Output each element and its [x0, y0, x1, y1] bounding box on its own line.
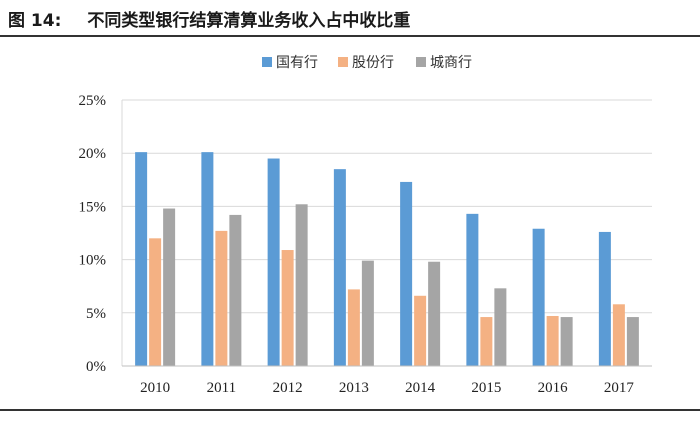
x-tick-label: 2010: [140, 380, 170, 396]
y-tick-label: 20%: [79, 146, 107, 162]
bar: [333, 169, 346, 366]
bar: [546, 315, 559, 366]
bar: [229, 214, 242, 366]
legend-item: 股份行: [338, 55, 394, 71]
bar: [400, 181, 413, 366]
x-tick-label: 2015: [471, 380, 501, 396]
x-tick-label: 2011: [207, 380, 236, 396]
x-axis: 2010 2011 2012 2013 2014 2015 2016 2017: [122, 365, 652, 396]
legend-swatch: [338, 57, 348, 67]
figure-number: 图 14:: [8, 11, 62, 31]
bar: [163, 208, 176, 366]
x-tick-label: 2012: [273, 380, 303, 396]
bar: [135, 152, 148, 366]
legend-item: 国有行: [262, 55, 318, 71]
bar: [215, 230, 228, 366]
bar: [598, 231, 611, 366]
x-tick-label: 2013: [339, 380, 369, 396]
legend-swatch: [416, 57, 426, 67]
bar: [201, 152, 214, 366]
legend-label: 国有行: [276, 55, 318, 71]
legend-swatch: [262, 57, 272, 67]
y-tick-label: 25%: [79, 93, 107, 109]
legend: 国有行 股份行 城商行: [262, 55, 472, 71]
y-axis: 0% 5% 10% 15% 20% 25%: [79, 93, 123, 375]
bar: [480, 317, 493, 366]
bar: [281, 250, 294, 366]
bar: [267, 158, 280, 366]
bar: [361, 260, 374, 366]
figure-title: 图 14: 不同类型银行结算清算业务收入占中收比重: [8, 6, 410, 31]
bar: [626, 317, 639, 366]
bottom-rule: [0, 409, 700, 411]
bar: [494, 288, 507, 366]
y-tick-label: 0%: [86, 359, 106, 375]
bar: [295, 204, 308, 366]
bar: [149, 238, 162, 366]
top-rule: [0, 35, 700, 37]
y-tick-label: 5%: [86, 306, 106, 322]
bar: [428, 261, 441, 366]
legend-label: 城商行: [430, 55, 472, 71]
bar: [560, 317, 573, 366]
figure-title-text: 不同类型银行结算清算业务收入占中收比重: [87, 11, 411, 31]
bar: [612, 304, 625, 366]
y-tick-label: 10%: [79, 253, 107, 269]
bars: [135, 152, 639, 366]
y-tick-label: 15%: [79, 199, 107, 215]
legend-label: 股份行: [352, 55, 394, 71]
bar: [414, 295, 427, 366]
bar: [347, 289, 360, 366]
x-tick-label: 2017: [604, 380, 635, 396]
bar: [466, 213, 479, 366]
legend-item: 城商行: [416, 55, 472, 71]
x-tick-label: 2016: [538, 380, 569, 396]
bar: [532, 228, 545, 366]
x-tick-label: 2014: [405, 380, 436, 396]
